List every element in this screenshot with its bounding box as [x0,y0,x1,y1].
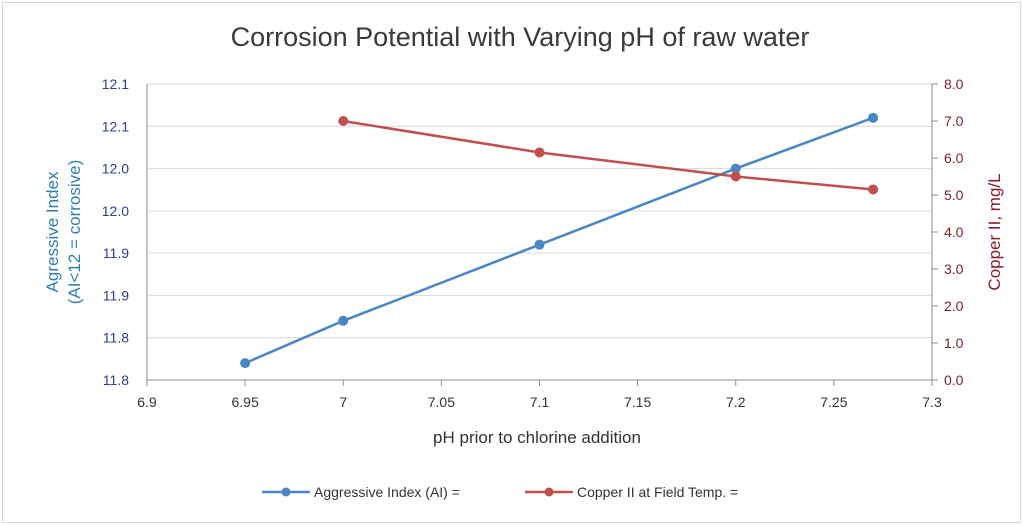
left-axis-title-line1: Agressive Index [43,171,62,292]
data-point-copper-ii [338,116,349,126]
right-tick-label: 3.0 [944,261,964,277]
data-point-copper-ii [868,184,879,195]
right-tick-label: 0.0 [944,372,964,388]
left-tick-label: 11.9 [103,287,129,303]
x-tick-label: 7.2 [726,394,746,410]
left-tick-label: 12.1 [102,76,129,92]
x-tick-label: 7.05 [428,394,455,410]
x-tick-label: 7.25 [820,394,847,410]
x-axis-title: pH prior to chlorine addition [433,428,641,447]
right-axis-ticks: 0.0 1.0 2.0 3.0 4.0 5.0 6.0 7.0 8.0 [932,76,964,388]
x-tick-label: 6.95 [232,394,259,410]
x-tick-label: 7.3 [922,394,942,410]
legend-marker-aggressive-index [281,487,291,497]
chart-title: Corrosion Potential with Varying pH of r… [231,22,810,52]
right-tick-label: 7.0 [944,113,964,129]
right-axis-title: Copper II, mg/L [985,173,1004,290]
left-axis-title-line2: (AI<12 = corrosive) [65,160,84,305]
x-tick-label: 7.15 [624,394,651,410]
left-tick-label: 12.0 [102,203,129,219]
data-point-aggressive-index [868,112,879,123]
legend-label-copper-ii: Copper II at Field Temp. = [577,484,738,500]
legend: Aggressive Index (AI) = Copper II at Fie… [262,484,738,500]
right-tick-label: 5.0 [944,187,964,203]
data-point-aggressive-index [534,239,545,250]
data-point-copper-ii [534,147,545,158]
right-tick-label: 8.0 [944,76,964,92]
x-tick-label: 6.9 [137,394,157,410]
left-axis-ticks: 11.8 11.8 11.9 11.9 12.0 12.0 12.1 12.1 [102,76,129,388]
legend-marker-copper-ii [544,487,554,497]
left-tick-label: 11.9 [103,245,129,261]
right-tick-label: 1.0 [944,335,964,351]
legend-item-aggressive-index: Aggressive Index (AI) = [262,484,460,500]
x-tick-label: 7 [339,394,347,410]
left-tick-label: 11.8 [103,372,129,388]
right-tick-label: 4.0 [944,224,964,240]
left-tick-label: 12.0 [102,161,129,177]
gridlines [147,83,932,339]
data-point-aggressive-index [338,315,349,326]
series-line-copper-ii [343,119,874,191]
data-point-copper-ii [730,171,741,182]
data-point-aggressive-index [240,358,251,369]
data-point-aggressive-index [730,163,741,174]
left-tick-label: 11.8 [103,330,129,346]
x-axis-ticks: 6.9 6.95 7 7.05 7.1 7.15 7.2 7.25 7.3 [137,380,942,410]
right-tick-label: 6.0 [944,150,964,166]
series [240,112,879,369]
legend-label-aggressive-index: Aggressive Index (AI) = [314,484,460,500]
axes [146,84,933,381]
x-tick-label: 7.1 [530,394,550,410]
legend-item-copper-ii: Copper II at Field Temp. = [525,484,738,500]
left-tick-label: 12.1 [102,118,129,134]
right-tick-label: 2.0 [944,298,964,314]
